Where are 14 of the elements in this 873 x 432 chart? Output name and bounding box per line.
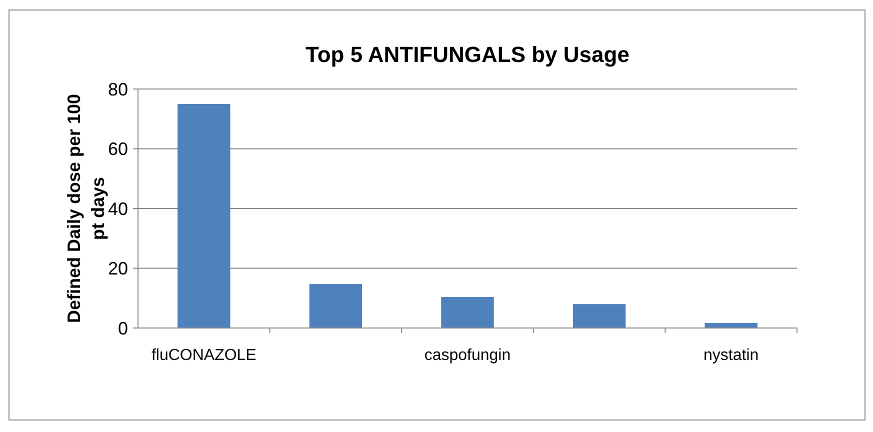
bar — [441, 296, 494, 328]
y-tick-label: 20 — [108, 258, 128, 279]
x-tick-label: fluCONAZOLE — [151, 347, 256, 364]
bar — [572, 304, 626, 328]
y-tick-label: 80 — [108, 79, 128, 100]
bar — [309, 284, 362, 328]
x-tick-label: caspofungin — [424, 347, 511, 364]
y-tick-label: 0 — [118, 318, 128, 338]
chart-title: Top 5 ANTIFUNGALS by Usage — [306, 42, 630, 67]
bar — [178, 104, 230, 328]
y-axis-title: Defined Daily dose per 100 pt days — [64, 94, 108, 324]
y-tick-label: 60 — [108, 139, 128, 160]
x-tick-label: nystatin — [704, 347, 759, 364]
y-tick-label: 40 — [108, 198, 128, 219]
